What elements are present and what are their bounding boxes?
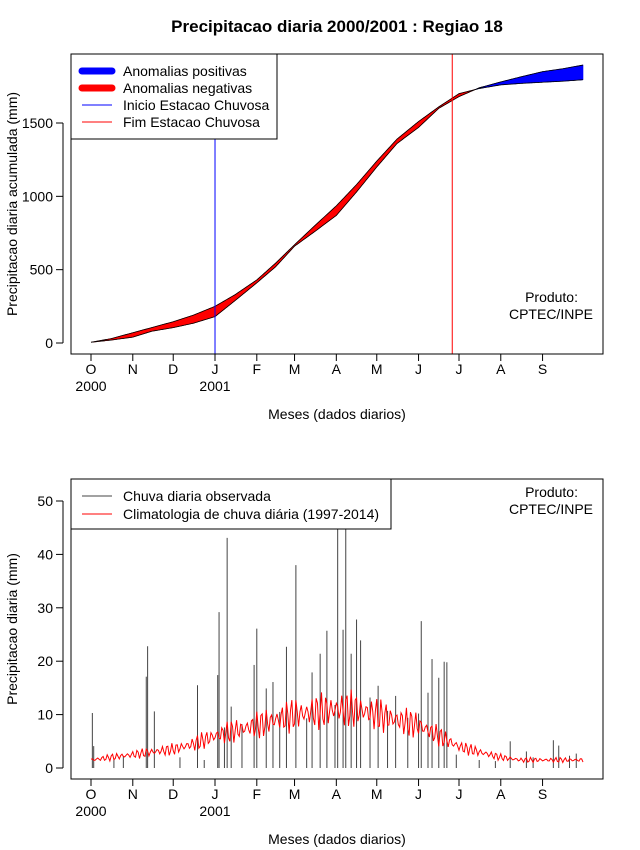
- x-tick-label: A: [496, 786, 506, 802]
- legend: Anomalias positivas Anomalias negativas …: [70, 53, 278, 140]
- y-tick-label: 0: [45, 335, 53, 351]
- x-tick-label: F: [253, 361, 262, 377]
- x-tick-label: J: [415, 786, 422, 802]
- x-axis-label: Meses (dados diarios): [268, 406, 406, 422]
- daily-bars: [91, 501, 577, 768]
- x-tick-label: S: [538, 361, 547, 377]
- legend-box: [70, 478, 392, 530]
- y-axis-label: Precipitacao diaria (mm): [4, 553, 20, 705]
- cumulative-chart: Precipitacao diaria 2000/2001 : Regiao 1…: [4, 17, 604, 422]
- y-tick-label: 1000: [22, 188, 53, 204]
- x-tick-label: J: [212, 786, 219, 802]
- climatology-cumulative-line: [90, 79, 584, 343]
- x-tick-label: N: [128, 361, 138, 377]
- x-tick-label: J: [455, 361, 462, 377]
- legend-label-climatology: Climatologia de chuva diária (1997-2014): [123, 506, 379, 522]
- y-tick-label: 20: [37, 653, 53, 669]
- x-tick-label: J: [415, 361, 422, 377]
- legend-label-observed: Chuva diaria observada: [123, 488, 271, 504]
- series-lines: [90, 64, 584, 343]
- y-tick-label: 1500: [22, 115, 53, 131]
- y-axis: 0 500 1000 1500: [22, 115, 64, 351]
- y-tick-label: 10: [37, 707, 53, 723]
- x-tick-label: A: [496, 361, 506, 377]
- x-tick-label: M: [371, 361, 383, 377]
- y-tick-label: 40: [37, 546, 53, 562]
- x-tick-label: D: [168, 361, 178, 377]
- y-tick-label: 30: [37, 600, 53, 616]
- legend-label-negative: Anomalias negativas: [123, 80, 252, 96]
- legend-label-start: Inicio Estacao Chuvosa: [123, 97, 270, 113]
- x-axis-label: Meses (dados diarios): [268, 831, 406, 847]
- y-tick-label: 0: [45, 760, 53, 776]
- product-source: CPTEC/INPE: [509, 306, 593, 322]
- x-tick-label: O: [86, 786, 97, 802]
- x-tick-label: A: [332, 361, 342, 377]
- x-tick-label: N: [128, 786, 138, 802]
- product-source: CPTEC/INPE: [509, 501, 593, 517]
- positive-anomaly-segment: [581, 64, 584, 81]
- x-year-label: 2000: [75, 803, 106, 819]
- legend: Chuva diaria observada Climatologia de c…: [70, 478, 392, 530]
- x-tick-label: O: [86, 361, 97, 377]
- x-tick-label: S: [538, 786, 547, 802]
- observed-cumulative-line: [90, 64, 584, 343]
- x-tick-label: M: [371, 786, 383, 802]
- x-tick-label: M: [289, 361, 301, 377]
- x-year-label: 2000: [75, 378, 106, 394]
- y-tick-label: 500: [30, 262, 54, 278]
- x-year-label: 2001: [199, 378, 230, 394]
- x-tick-label: M: [289, 786, 301, 802]
- x-tick-label: A: [332, 786, 342, 802]
- x-tick-label: F: [253, 786, 262, 802]
- y-axis: 0 10 20 30 40 50: [37, 493, 64, 776]
- y-axis-label: Precipitacao diaria acumulada (mm): [4, 92, 20, 316]
- x-year-label: 2001: [199, 803, 230, 819]
- x-tick-label: J: [455, 786, 462, 802]
- chart-title: Precipitacao diaria 2000/2001 : Regiao 1…: [171, 17, 503, 36]
- climatology-line: [90, 689, 584, 764]
- y-tick-label: 50: [37, 493, 53, 509]
- x-tick-label: J: [212, 361, 219, 377]
- legend-label-end: Fim Estacao Chuvosa: [123, 114, 260, 130]
- product-label: Produto:: [525, 289, 578, 305]
- x-tick-label: D: [168, 786, 178, 802]
- product-label: Produto:: [525, 484, 578, 500]
- legend-label-positive: Anomalias positivas: [123, 63, 247, 79]
